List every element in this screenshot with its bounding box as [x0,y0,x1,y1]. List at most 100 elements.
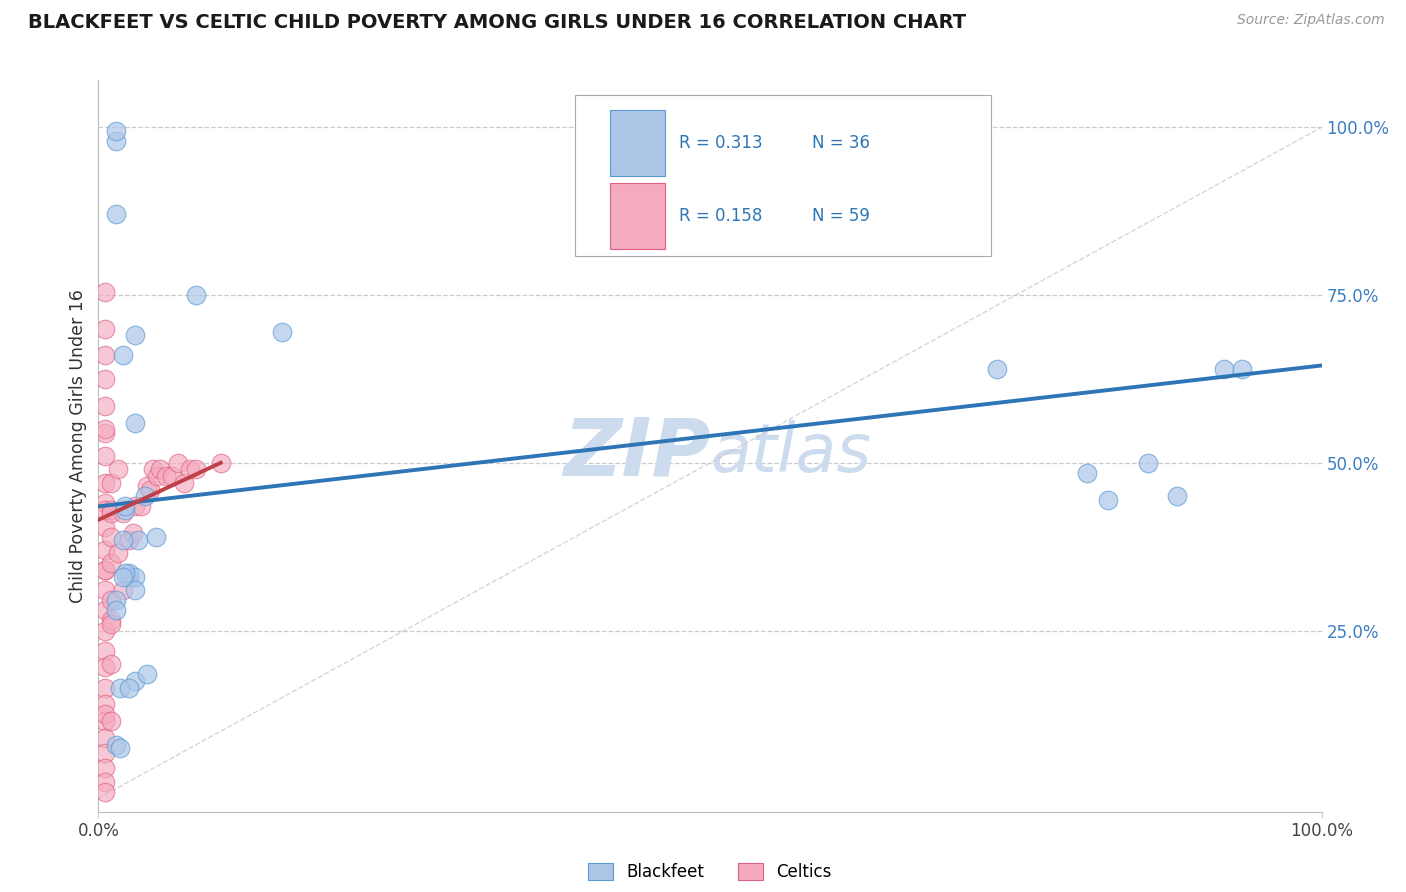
Point [124,570,146,584]
Point [186,288,208,302]
Point [93,475,115,490]
Point [110,741,132,756]
Point [173,475,195,490]
Point [111,570,134,584]
Text: N = 36: N = 36 [811,134,869,153]
Point [93,603,115,617]
Point [179,462,201,476]
Point [1076,466,1098,480]
Y-axis label: Child Poverty Among Girls Under 16: Child Poverty Among Girls Under 16 [69,289,87,603]
Bar [610,111,665,176]
Point [139,483,162,497]
Point [127,533,149,547]
Point [124,500,146,514]
Point [93,731,115,745]
Point [93,563,115,577]
Point [1212,361,1234,376]
Point [93,681,115,695]
Point [93,714,115,728]
Point [93,425,115,440]
Bar [610,184,665,249]
Point [100,530,122,544]
Point [107,546,129,560]
Point [93,774,115,789]
Point [1097,492,1119,507]
Point [129,500,152,514]
Point [134,489,156,503]
Point [100,506,122,520]
Point [93,543,115,558]
Point [93,761,115,775]
Point [136,667,159,681]
Point [93,624,115,638]
Point [136,479,159,493]
Point [104,134,127,148]
Point [118,681,141,695]
Point [93,449,115,463]
Point [270,325,294,339]
Point [124,416,146,430]
Point [155,469,177,483]
Point [100,714,122,728]
Point [93,784,115,798]
Point [160,469,183,483]
Point [104,207,127,221]
Point [93,502,115,516]
Point [93,643,115,657]
Point [93,422,115,436]
Point [93,348,115,362]
Point [114,566,136,581]
Point [100,657,122,671]
Text: BLACKFEET VS CELTIC CHILD POVERTY AMONG GIRLS UNDER 16 CORRELATION CHART: BLACKFEET VS CELTIC CHILD POVERTY AMONG … [28,13,966,32]
Point [93,563,115,577]
Point [943,194,966,208]
Point [93,746,115,760]
Point [1136,456,1159,470]
Point [93,399,115,413]
Point [1230,361,1253,376]
Point [100,616,122,631]
Legend: Blackfeet, Celtics: Blackfeet, Celtics [582,856,838,888]
Point [93,707,115,722]
Point [124,583,146,598]
Point [104,123,127,137]
Point [209,456,232,470]
Point [110,681,132,695]
Point [142,462,165,476]
Point [121,526,143,541]
Point [100,557,122,571]
Point [104,603,127,617]
Point [1166,489,1188,503]
Point [93,698,115,712]
Point [100,475,122,490]
Point [114,502,136,516]
Point [118,566,141,581]
Point [104,593,127,607]
Point [93,285,115,299]
Point [149,462,172,476]
Point [93,660,115,674]
Text: ZIP: ZIP [562,414,710,492]
Point [986,361,1008,376]
Point [118,533,141,547]
Point [104,738,127,752]
Point [114,500,136,514]
Point [100,614,122,628]
Point [93,321,115,335]
Point [124,328,146,343]
Point [186,462,208,476]
Point [111,506,134,520]
Point [93,519,115,533]
Point [118,570,141,584]
FancyBboxPatch shape [575,95,991,256]
Point [107,462,129,476]
Text: R = 0.158: R = 0.158 [679,207,763,226]
Point [167,456,190,470]
Text: N = 59: N = 59 [811,207,869,226]
Text: Source: ZipAtlas.com: Source: ZipAtlas.com [1237,13,1385,28]
Point [145,530,167,544]
Point [111,533,134,547]
Point [93,583,115,598]
Point [93,496,115,510]
Point [146,469,169,483]
